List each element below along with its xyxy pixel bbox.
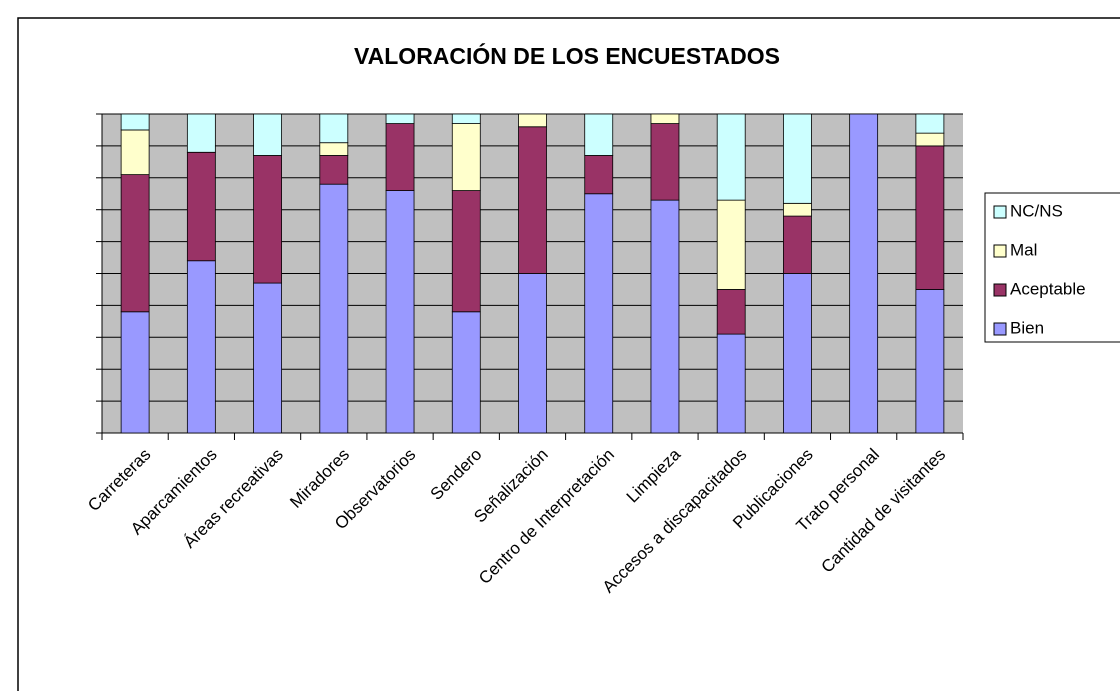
bar-segment xyxy=(584,113,614,156)
legend-box xyxy=(984,192,1120,343)
bar-segment xyxy=(385,190,415,434)
bar-segment xyxy=(584,155,614,195)
bar-segment xyxy=(518,113,547,128)
bar-segment xyxy=(716,199,746,290)
bar-segment xyxy=(186,151,216,262)
bar-segment xyxy=(186,260,216,434)
legend-swatch xyxy=(993,205,1007,219)
bar-segment xyxy=(451,123,481,191)
bar-segment xyxy=(716,113,746,201)
bar-segment xyxy=(253,113,282,156)
bar-segment xyxy=(915,113,945,134)
chart-title: VALORACIÓN DE LOS ENCUESTADOS xyxy=(354,42,780,69)
bar-segment xyxy=(451,190,481,313)
legend-label: Bien xyxy=(1010,318,1044,337)
bar-segment xyxy=(915,289,945,434)
bar-segment xyxy=(451,113,481,124)
legend-label: NC/NS xyxy=(1010,201,1063,220)
legend-swatch xyxy=(993,244,1007,258)
bar-segment xyxy=(650,199,680,434)
bar-segment xyxy=(319,113,349,144)
bar-segment xyxy=(783,202,812,217)
bar-segment xyxy=(385,123,415,191)
bar-segment xyxy=(518,126,547,274)
bar-segment xyxy=(716,333,746,434)
bar-segment xyxy=(783,113,812,204)
bar-segment xyxy=(120,311,150,434)
bar-segment xyxy=(319,142,349,156)
bar-segment xyxy=(915,132,945,147)
bar-segment xyxy=(849,113,879,434)
bar-segment xyxy=(319,155,349,185)
bar-segment xyxy=(915,145,945,290)
bar-segment xyxy=(783,215,812,274)
bar-segment xyxy=(716,289,746,335)
legend-label: Mal xyxy=(1010,240,1037,259)
bar-segment xyxy=(253,282,282,434)
bar-segment xyxy=(120,129,150,176)
bar-segment xyxy=(518,273,547,434)
bar-segment xyxy=(650,123,680,201)
bar-segment xyxy=(783,273,812,434)
bar-segment xyxy=(120,113,150,131)
bar-segment xyxy=(186,113,216,153)
bar-segment xyxy=(319,183,349,434)
legend-swatch xyxy=(993,283,1007,297)
bar-segment xyxy=(385,113,415,124)
bar-segment xyxy=(451,311,481,434)
bar-segment xyxy=(584,193,614,434)
legend-swatch xyxy=(993,322,1007,336)
bar-segment xyxy=(120,174,150,313)
legend-label: Aceptable xyxy=(1010,279,1086,298)
bar-segment xyxy=(650,113,680,124)
bar-segment xyxy=(253,155,282,284)
